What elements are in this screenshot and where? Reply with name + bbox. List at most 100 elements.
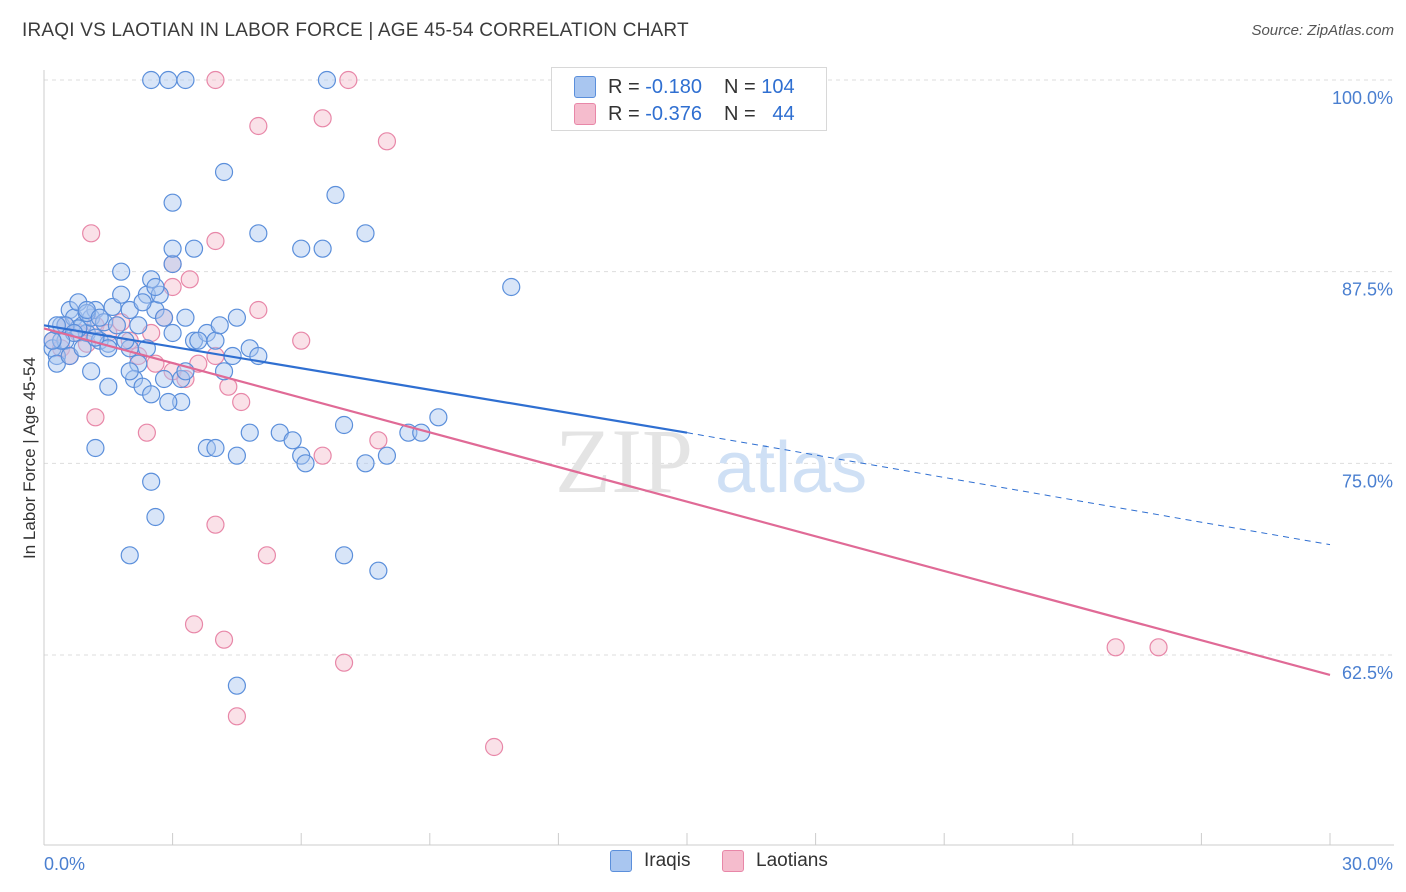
laotians-point bbox=[339, 70, 358, 90]
iraqis-point bbox=[86, 438, 105, 458]
legend-r-value-iraqis: -0.180 bbox=[645, 75, 702, 98]
laotians-point bbox=[292, 331, 311, 350]
laotians-point bbox=[1106, 638, 1125, 657]
watermark-zip: ZIP bbox=[555, 410, 693, 512]
legend-r-label-iraqis: R = bbox=[608, 75, 640, 98]
laotians-point bbox=[86, 408, 105, 427]
iraqis-point bbox=[227, 446, 246, 465]
legend-swatch-laotians bbox=[574, 103, 596, 125]
laotians-point bbox=[180, 270, 199, 289]
iraqis-point bbox=[313, 239, 332, 258]
trend-iraqis-extension bbox=[686, 432, 1331, 546]
iraqis-point bbox=[502, 277, 521, 297]
iraqis-point bbox=[99, 377, 118, 396]
iraqis-point bbox=[317, 70, 337, 90]
iraqis-point bbox=[249, 224, 268, 243]
iraqis-point bbox=[154, 369, 174, 389]
trend-iraqis bbox=[43, 324, 688, 434]
legend: R = -0.180 N = 104 R = -0.376 N = 44 bbox=[551, 67, 827, 131]
iraqis-point bbox=[107, 316, 126, 335]
iraqis-point bbox=[73, 339, 92, 358]
laotians-point bbox=[485, 737, 504, 757]
legend-n-value-iraqis: 104 bbox=[761, 75, 795, 98]
iraqis-point bbox=[227, 308, 246, 327]
laotians-point bbox=[206, 70, 225, 90]
laotians-point bbox=[313, 109, 332, 128]
iraqis-point bbox=[283, 431, 302, 450]
laotians-point bbox=[232, 392, 251, 412]
legend-n-label-laotians: N = bbox=[723, 102, 756, 125]
iraqis-point bbox=[356, 454, 375, 473]
iraqis-point bbox=[146, 507, 165, 527]
x-tick-label-max: 30.0% bbox=[1342, 854, 1393, 874]
iraqis-point bbox=[172, 392, 191, 412]
y-tick-label: 87.5% bbox=[1342, 280, 1393, 300]
x-tick-label-min: 0.0% bbox=[44, 854, 85, 874]
y-tick-label: 62.5% bbox=[1342, 663, 1393, 683]
laotians-point bbox=[249, 116, 268, 136]
laotians-point bbox=[206, 515, 225, 534]
iraqis-point bbox=[163, 254, 182, 274]
iraqis-point bbox=[159, 70, 178, 90]
iraqis-point bbox=[292, 239, 311, 258]
source-label: Source: ZipAtlas.com bbox=[1251, 22, 1394, 39]
iraqis-point bbox=[103, 297, 122, 317]
chart-title: IRAQI VS LAOTIAN IN LABOR FORCE | AGE 45… bbox=[22, 20, 689, 41]
y-tick-label: 100.0% bbox=[1332, 88, 1393, 108]
iraqis-point bbox=[43, 331, 62, 350]
iraqis-point bbox=[163, 323, 182, 343]
bottom-legend-swatch-laotians bbox=[722, 850, 744, 872]
iraqis-point bbox=[112, 262, 131, 281]
watermark-atlas: atlas bbox=[715, 428, 867, 508]
iraqis-point bbox=[176, 308, 195, 327]
iraqis-point bbox=[142, 70, 161, 90]
axes bbox=[43, 70, 1394, 846]
iraqis-point bbox=[120, 546, 139, 565]
legend-row-iraqis: R = -0.180 N = 104 bbox=[574, 74, 795, 100]
bottom-legend-laotians[interactable]: Laotians bbox=[722, 850, 828, 872]
iraqis-point bbox=[82, 362, 101, 381]
iraqis-point bbox=[154, 308, 174, 327]
iraqis-point bbox=[133, 293, 152, 312]
iraqis-point bbox=[296, 454, 315, 473]
bottom-legend-swatch-iraqis bbox=[610, 850, 632, 872]
legend-row-laotians: R = -0.376 N = 44 bbox=[574, 101, 795, 127]
laotians-point bbox=[184, 615, 204, 634]
y-axis-label: In Labor Force | Age 45-54 bbox=[20, 357, 39, 559]
laotians-point bbox=[82, 224, 101, 243]
iraqis-point bbox=[227, 676, 246, 695]
laotians-point bbox=[334, 653, 354, 672]
iraqis-point bbox=[146, 277, 165, 297]
bottom-legend-label-iraqis: Iraqis bbox=[644, 850, 691, 871]
iraqis-point bbox=[159, 392, 178, 412]
iraqis-point bbox=[163, 193, 182, 212]
laotians-point bbox=[214, 630, 234, 649]
laotians-point bbox=[313, 446, 332, 465]
iraqis-point bbox=[112, 285, 131, 304]
laotians-point bbox=[176, 369, 195, 389]
iraqis-point bbox=[163, 239, 182, 258]
bottom-legend-iraqis[interactable]: Iraqis bbox=[610, 850, 690, 872]
x-ticks bbox=[43, 833, 1331, 845]
iraqis-point bbox=[214, 162, 234, 182]
iraqis-point bbox=[142, 385, 161, 404]
iraqis-point bbox=[240, 423, 259, 442]
y-tick-label: 75.0% bbox=[1342, 471, 1393, 491]
legend-n-value-laotians: 44 bbox=[772, 102, 795, 125]
legend-swatch-iraqis bbox=[574, 76, 596, 98]
laotians-point bbox=[369, 431, 388, 450]
iraqis-point bbox=[176, 70, 195, 90]
iraqis-point bbox=[184, 239, 204, 258]
laotians-point bbox=[249, 300, 268, 320]
legend-r-label-laotians: R = bbox=[608, 102, 640, 125]
iraqis-point bbox=[334, 546, 354, 565]
laotians-point bbox=[257, 546, 277, 565]
iraqis-point bbox=[429, 408, 448, 427]
bottom-legend: Iraqis Laotians bbox=[0, 850, 1406, 878]
trend-lines bbox=[43, 324, 1331, 676]
iraqis-point bbox=[120, 362, 139, 381]
grid-lines bbox=[44, 79, 1394, 656]
laotians-point bbox=[1149, 638, 1168, 657]
series-iraqis bbox=[43, 70, 521, 695]
legend-r-value-laotians: -0.376 bbox=[645, 102, 702, 125]
